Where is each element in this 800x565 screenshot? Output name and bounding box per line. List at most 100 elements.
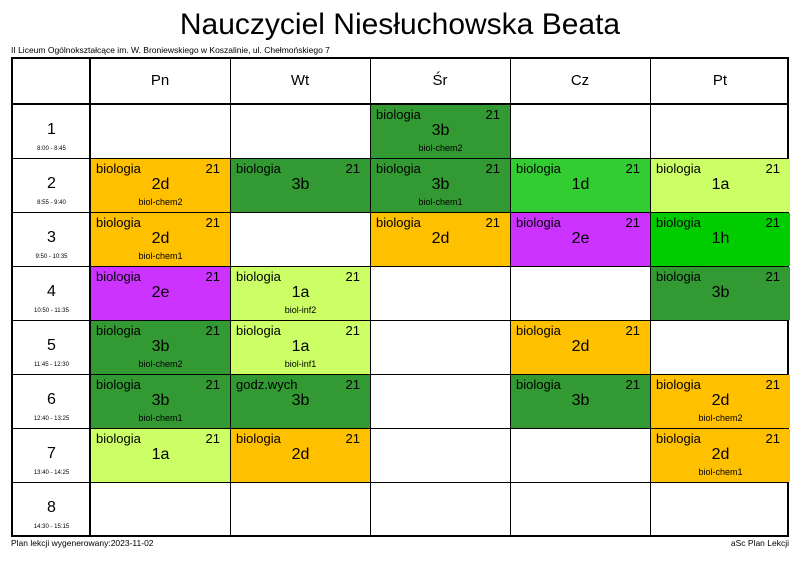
lesson-cell[interactable]: biologia 21 2d — [511, 321, 650, 374]
lesson-group: biol-chem2 — [138, 359, 183, 369]
lesson-subject: biologia — [376, 107, 421, 122]
lesson-class: 2d — [571, 338, 590, 355]
lesson-subject: godz.wych — [236, 377, 298, 392]
lesson-class: 2d — [711, 392, 730, 409]
period-number: 8 — [47, 499, 56, 516]
lesson-room: 21 — [345, 161, 360, 176]
lesson-room: 21 — [625, 377, 640, 392]
period-time: 11:45 - 12:30 — [34, 362, 69, 368]
lesson-room: 21 — [485, 215, 500, 230]
row-divider — [13, 158, 787, 159]
row-divider — [13, 374, 787, 375]
lesson-room: 21 — [625, 323, 640, 338]
row-divider — [13, 212, 787, 213]
lesson-cell[interactable]: biologia 21 2d biol-chem2 — [91, 159, 230, 212]
lesson-room: 21 — [345, 431, 360, 446]
lesson-room: 21 — [205, 215, 220, 230]
lesson-room: 21 — [765, 431, 780, 446]
lesson-class: 1a — [291, 284, 310, 301]
lesson-class: 1a — [291, 338, 310, 355]
column-divider — [230, 59, 231, 535]
row-divider — [13, 103, 787, 105]
lesson-class: 3b — [151, 338, 170, 355]
lesson-room: 21 — [765, 161, 780, 176]
lesson-subject: biologia — [656, 215, 701, 230]
lesson-class: 1a — [711, 176, 730, 193]
period-number: 2 — [47, 175, 56, 192]
lesson-room: 21 — [485, 161, 500, 176]
lesson-class: 3b — [571, 392, 590, 409]
lesson-cell[interactable]: biologia 21 3b biol-chem2 — [91, 321, 230, 374]
lesson-subject: biologia — [236, 431, 281, 446]
lesson-cell[interactable]: biologia 21 2d biol-chem2 — [651, 375, 790, 428]
lesson-subject: biologia — [376, 215, 421, 230]
lesson-subject: biologia — [96, 161, 141, 176]
lesson-room: 21 — [765, 215, 780, 230]
lesson-class: 2d — [151, 176, 170, 193]
lesson-cell[interactable]: biologia 21 3b — [231, 159, 370, 212]
lesson-cell[interactable]: biologia 21 2e — [91, 267, 230, 320]
lesson-room: 21 — [625, 215, 640, 230]
lesson-room: 21 — [765, 269, 780, 284]
lesson-group: biol-chem2 — [418, 143, 463, 153]
lesson-group: biol-chem2 — [138, 197, 183, 207]
lesson-subject: biologia — [516, 323, 561, 338]
lesson-cell[interactable]: biologia 21 3b — [651, 267, 790, 320]
period-number: 3 — [47, 229, 56, 246]
day-header: Wt — [290, 72, 310, 89]
lesson-cell[interactable]: biologia 21 2d biol-chem1 — [91, 213, 230, 266]
lesson-subject: biologia — [96, 377, 141, 392]
lesson-cell[interactable]: biologia 21 2d — [371, 213, 510, 266]
lesson-cell[interactable]: biologia 21 3b biol-chem2 — [371, 105, 510, 158]
lesson-class: 2d — [151, 230, 170, 247]
lesson-cell[interactable]: biologia 21 3b biol-chem1 — [91, 375, 230, 428]
lesson-cell[interactable]: biologia 21 1a — [651, 159, 790, 212]
lesson-group: biol-inf2 — [284, 305, 317, 315]
lesson-cell[interactable]: biologia 21 1h — [651, 213, 790, 266]
lesson-class: 2d — [431, 230, 450, 247]
lesson-cell[interactable]: biologia 21 1a biol-inf1 — [231, 321, 370, 374]
lesson-subject: biologia — [236, 323, 281, 338]
lesson-cell[interactable]: biologia 21 1d — [511, 159, 650, 212]
lesson-cell[interactable]: biologia 21 1a biol-inf2 — [231, 267, 370, 320]
period-number: 6 — [47, 391, 56, 408]
lesson-subject: biologia — [96, 431, 141, 446]
lesson-group: biol-chem1 — [138, 251, 183, 261]
lesson-room: 21 — [345, 269, 360, 284]
period-number: 1 — [47, 121, 56, 138]
lesson-cell[interactable]: biologia 21 3b biol-chem1 — [371, 159, 510, 212]
lesson-cell[interactable]: biologia 21 2d biol-chem1 — [651, 429, 790, 482]
lesson-class: 2e — [571, 230, 590, 247]
period-time: 9:50 - 10:35 — [35, 254, 68, 260]
timetable-grid: biologia 21 3b biol-chem2 biologia 21 2d biol-c… — [11, 57, 790, 537]
lesson-class: 2d — [291, 446, 310, 463]
lesson-cell[interactable]: biologia 21 2d — [231, 429, 370, 482]
lesson-subject: biologia — [656, 431, 701, 446]
column-divider — [650, 59, 651, 535]
lesson-cell[interactable]: biologia 21 2e — [511, 213, 650, 266]
period-number: 4 — [47, 283, 56, 300]
lesson-class: 3b — [431, 122, 450, 139]
row-divider — [13, 266, 787, 267]
column-divider — [510, 59, 511, 535]
lesson-subject: biologia — [516, 377, 561, 392]
lesson-room: 21 — [205, 431, 220, 446]
lesson-class: 1h — [711, 230, 730, 247]
lesson-cell[interactable]: biologia 21 1a — [91, 429, 230, 482]
lesson-subject: biologia — [96, 269, 141, 284]
generated-date: Plan lekcji wygenerowany:2023-11-02 — [11, 538, 154, 548]
lesson-class: 1d — [571, 176, 590, 193]
lesson-subject: biologia — [516, 215, 561, 230]
period-time: 13:40 - 14:25 — [33, 470, 70, 476]
column-divider — [370, 59, 371, 535]
lesson-cell[interactable]: godz.wych 21 3b — [231, 375, 370, 428]
day-header: Śr — [432, 72, 448, 89]
lesson-class: 3b — [291, 176, 310, 193]
lesson-subject: biologia — [656, 161, 701, 176]
lesson-room: 21 — [765, 377, 780, 392]
page-title: Nauczyciel Niesłuchowska Beata — [179, 8, 621, 41]
school-name: II Liceum Ogólnokształcące im. W. Bronie… — [11, 45, 330, 55]
lesson-subject: biologia — [516, 161, 561, 176]
lesson-cell[interactable]: biologia 21 3b — [511, 375, 650, 428]
lesson-subject: biologia — [656, 269, 701, 284]
